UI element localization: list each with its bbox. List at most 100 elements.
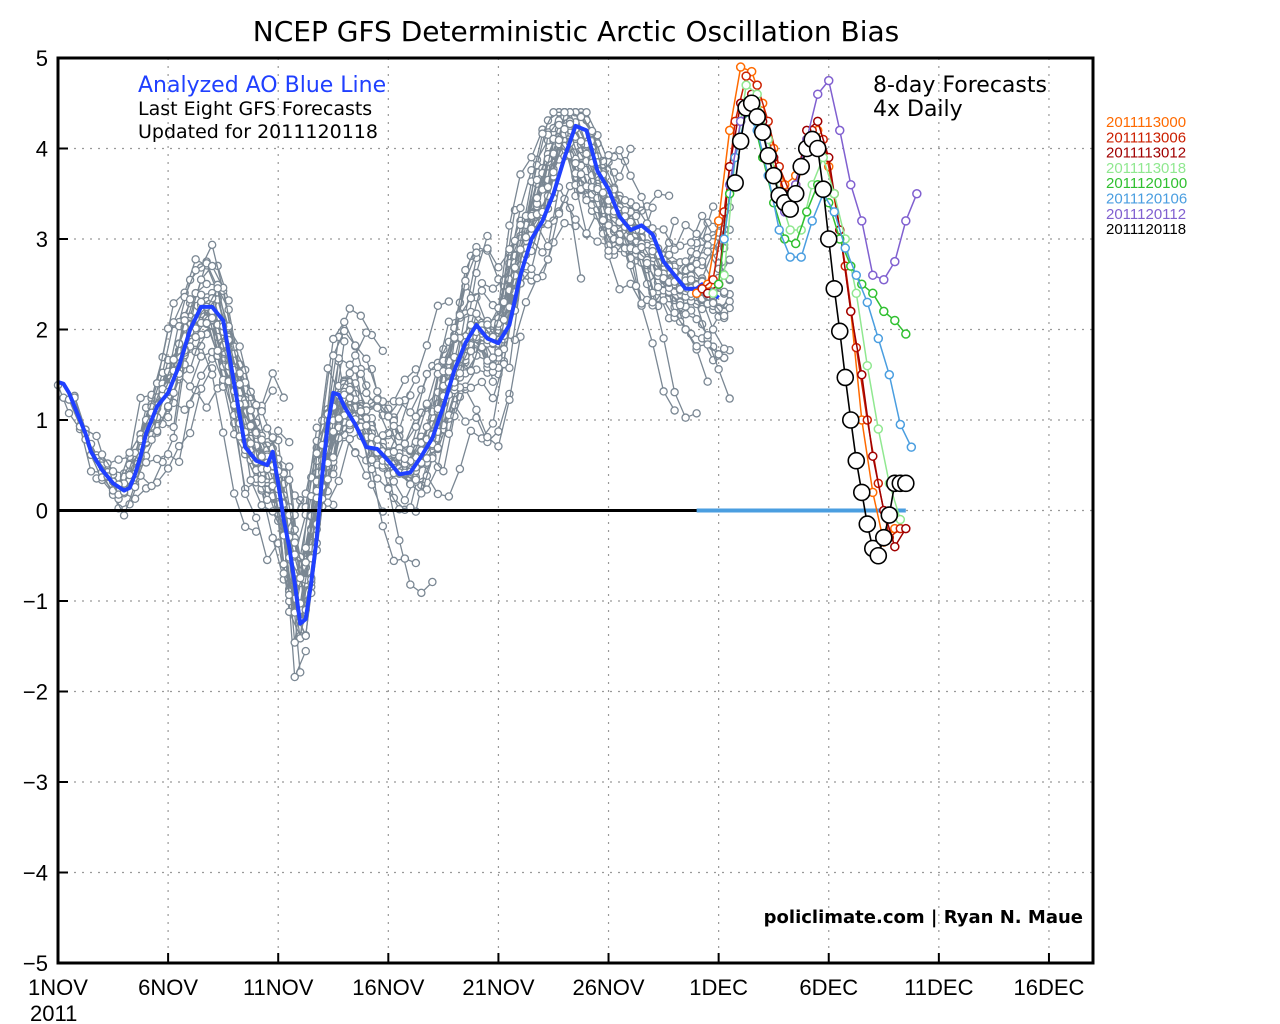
history-forecast-point — [560, 124, 569, 134]
x-tick-label: 21NOV — [462, 975, 534, 1000]
history-forecast-point — [268, 369, 277, 378]
forecast-point-2011113018 — [719, 270, 729, 280]
history-forecast-point — [240, 489, 250, 499]
forecast-point-2011120118 — [852, 483, 871, 502]
history-forecast-point — [488, 419, 498, 428]
history-forecast-point — [362, 471, 371, 480]
forecast-point-2011113012 — [901, 523, 911, 534]
history-forecast-point — [185, 428, 195, 438]
history-forecast-point — [477, 377, 487, 387]
history-forecast-point — [246, 406, 255, 415]
y-tick-label: −2 — [23, 680, 48, 705]
history-forecast-point — [400, 554, 410, 563]
history-forecast-point — [301, 646, 310, 656]
history-forecast-point — [576, 169, 586, 179]
history-forecast-point — [362, 354, 371, 364]
forecast-days-label: 8-day Forecasts — [873, 73, 1047, 98]
history-forecast-point — [719, 311, 729, 321]
history-forecast-point — [235, 342, 244, 351]
history-forecast-point — [284, 475, 294, 485]
legend: 2011113000201111300620111130122011113018… — [1106, 114, 1187, 238]
history-forecast-point — [174, 457, 184, 467]
history-forecast-point — [466, 346, 476, 356]
forecast-point-2011120106 — [895, 419, 906, 430]
forecast-point-2011120118 — [869, 546, 888, 565]
forecast-point-2011113018 — [862, 360, 873, 371]
history-forecast-point — [235, 379, 244, 389]
forecast-point-2011120118 — [764, 166, 783, 185]
history-forecast-point — [505, 244, 514, 254]
forecast-point-2011120118 — [786, 184, 805, 203]
history-forecast-point — [692, 229, 701, 239]
y-tick-label: −1 — [23, 589, 48, 614]
history-forecast-point — [681, 257, 690, 266]
history-forecast-point — [483, 320, 492, 329]
history-forecast-point — [202, 279, 211, 289]
history-forecast-point — [257, 452, 266, 461]
forecast-point-2011120118 — [759, 146, 777, 165]
forecast-point-2011120112 — [868, 270, 878, 280]
legend-entry: 2011113000 — [1106, 114, 1186, 131]
history-forecast-point — [681, 325, 690, 334]
forecast-point-2011113000 — [735, 62, 746, 72]
history-forecast-point — [169, 422, 178, 432]
history-forecast-point — [279, 569, 288, 578]
history-forecast-point — [400, 439, 410, 448]
history-forecast-point — [670, 308, 679, 318]
legend-entry: 2011113006 — [1106, 129, 1186, 146]
history-forecast-point — [362, 421, 371, 430]
history-forecast-point — [615, 236, 624, 246]
history-forecast-point — [169, 299, 178, 308]
history-forecast-point — [185, 295, 195, 304]
forecast-point-2011113012 — [846, 306, 856, 317]
forecast-point-2011120100 — [713, 279, 724, 289]
x-tick-label: 11NOV — [243, 975, 314, 1000]
history-forecast-point — [653, 282, 663, 292]
forecast-point-2011120100 — [890, 315, 900, 326]
history-forecast-point — [604, 221, 613, 230]
forecast-point-2011120100 — [879, 306, 889, 317]
history-forecast-point — [488, 393, 498, 403]
history-forecast-point — [444, 492, 454, 501]
last-eight-label: Last Eight GFS Forecasts — [138, 98, 372, 120]
forecast-point-2011113006 — [752, 80, 762, 90]
history-forecast-point — [163, 324, 173, 333]
history-forecast-point — [345, 304, 355, 313]
history-forecast-point — [411, 475, 421, 484]
forecast-point-2011120106 — [862, 297, 873, 308]
history-forecast-point — [708, 325, 718, 334]
history-forecast-point — [196, 275, 206, 284]
x-tick-label: 11DEC — [904, 975, 973, 1000]
history-forecast-point — [351, 448, 360, 458]
x-tick-label: 16NOV — [352, 975, 424, 1000]
history-forecast-point — [538, 129, 547, 138]
history-forecast-point — [670, 387, 679, 397]
x-tick-label: 16DEC — [1013, 975, 1084, 1000]
history-forecast-point — [367, 455, 377, 465]
history-forecast-point — [681, 309, 690, 319]
history-forecast-point — [472, 309, 481, 318]
history-forecast-point — [196, 371, 206, 381]
y-axis-ticks: 5 4 3 2 1 0 −1 −2 −3 −4 −5 — [23, 46, 68, 976]
history-forecast-point — [378, 346, 388, 356]
history-forecast-point — [697, 211, 707, 221]
history-forecast-point — [670, 406, 679, 415]
x-year-label: 2011 — [30, 1001, 77, 1024]
history-forecast-point — [246, 476, 255, 485]
history-forecast-point — [362, 328, 371, 337]
history-forecast-point — [202, 403, 211, 412]
history-forecast-point — [428, 577, 437, 587]
history-forecast-point — [125, 448, 134, 457]
history-forecast-point — [191, 332, 200, 342]
history-forecast-point — [356, 311, 366, 321]
history-forecast-point — [686, 275, 696, 284]
history-forecast-point — [631, 202, 641, 211]
x-tick-label: 6NOV — [138, 975, 198, 1000]
history-forecast-point — [510, 271, 520, 280]
history-forecast-point — [257, 474, 266, 484]
y-tick-label: 2 — [36, 318, 48, 343]
forecast-point-2011120106 — [873, 333, 884, 344]
history-forecast-point — [455, 464, 465, 474]
history-forecast-point — [532, 193, 542, 203]
history-forecast-point — [642, 258, 652, 268]
